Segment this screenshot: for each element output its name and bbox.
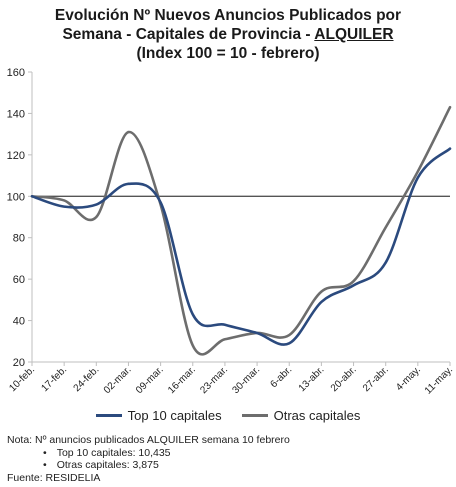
title-line-1: Evolución Nº Nuevos Anuncios Publicados …	[54, 7, 402, 24]
chart-title: Evolución Nº Nuevos Anuncios Publicados …	[0, 6, 456, 63]
title-line-2-underlined: ALQUILER	[314, 26, 394, 43]
x-tick-label: 23-mar.	[198, 364, 230, 396]
y-tick-label: 100	[7, 191, 25, 203]
series-line-otras	[30, 105, 452, 356]
note-bullet-otras: Otras capitales: 3,875	[7, 459, 290, 472]
title-line-2-prefix: Semana - Capitales de Provincia -	[62, 26, 315, 43]
x-tick-label: 02-mar.	[102, 364, 134, 396]
x-tick-label: 30-mar.	[230, 364, 262, 396]
x-tick-label: 20-abr.	[329, 364, 359, 394]
series-line-top10	[30, 147, 452, 346]
legend-swatch-otras	[241, 414, 268, 417]
note-bullet-top10: Top 10 capitales: 10,435	[7, 447, 290, 460]
x-tick-label: 09-mar.	[134, 364, 166, 396]
x-tick-label: 11-may.	[423, 364, 455, 396]
y-tick-label: 140	[7, 108, 25, 120]
x-tick-label: 6-abr.	[268, 364, 294, 390]
y-tick-label: 40	[13, 316, 25, 328]
title-line-2: Semana - Capitales de Provincia - ALQUIL…	[0, 25, 456, 44]
title-line-3: (Index 100 = 10 - febrero)	[136, 45, 320, 62]
y-tick-label: 80	[13, 233, 25, 245]
legend-label-top10: Top 10 capitales	[127, 408, 222, 423]
legend-item-top10: Top 10 capitales	[95, 408, 222, 423]
footnote: Nota: Nº anuncios publicados ALQUILER se…	[7, 434, 290, 484]
x-tick-label: 24-feb.	[72, 364, 102, 394]
x-tick-label: 27-abr.	[361, 364, 391, 394]
x-tick-label: 17-feb.	[39, 364, 69, 394]
y-tick-label: 120	[7, 150, 25, 162]
legend-label-otras: Otras capitales	[273, 408, 361, 423]
y-tick-label: 60	[13, 274, 25, 286]
legend: Top 10 capitales Otras capitales	[0, 408, 456, 423]
y-tick-label: 20	[13, 357, 25, 369]
x-tick-label: 13-abr.	[297, 364, 327, 394]
source-line: Fuente: RESIDELIA	[7, 471, 101, 484]
legend-item-otras: Otras capitales	[241, 408, 361, 423]
y-tick-label: 160	[7, 67, 25, 79]
x-tick-label: 16-mar.	[166, 364, 198, 396]
x-tick-label: 4-may.	[394, 364, 423, 393]
note-line: Nota: Nº anuncios publicados ALQUILER se…	[7, 434, 290, 446]
legend-swatch-top10	[95, 414, 122, 417]
